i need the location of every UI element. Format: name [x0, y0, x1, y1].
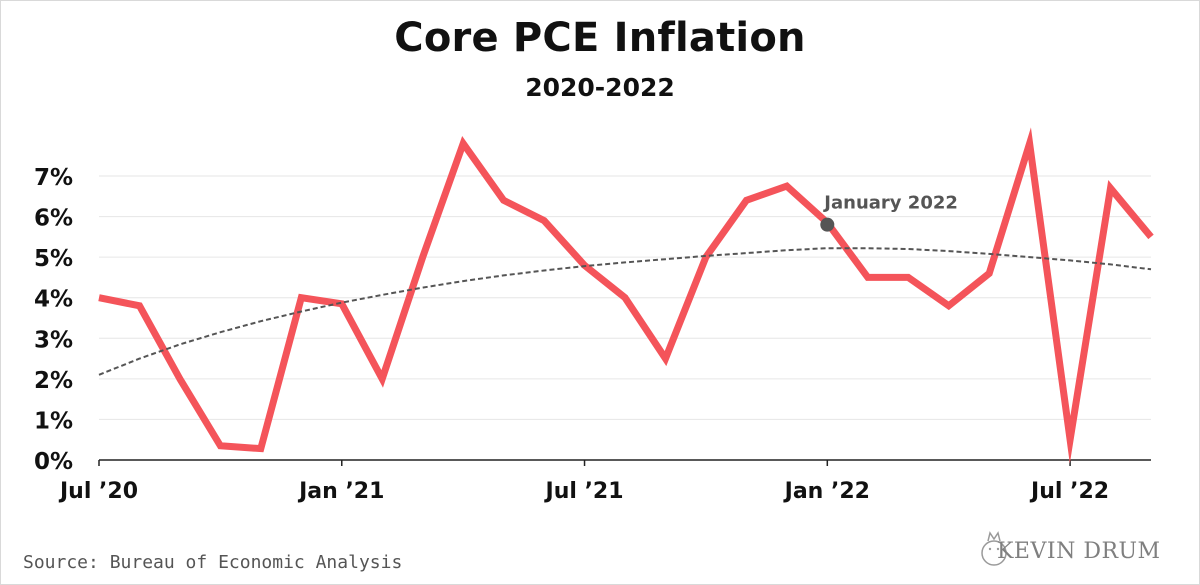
y-tick-label: 4% — [34, 287, 73, 313]
trendline — [98, 247, 1152, 376]
cat-logo-icon — [981, 531, 1007, 566]
x-tick-label: Jan ’21 — [297, 479, 384, 504]
x-tick-label: Jul ’22 — [1029, 479, 1109, 504]
x-tick-label: Jan ’22 — [783, 479, 870, 504]
chart-title: Core PCE Inflation — [394, 15, 806, 61]
y-tick-label: 6% — [34, 206, 73, 232]
brand-name: KEVIN DRUM — [997, 539, 1161, 564]
y-tick-label: 2% — [34, 368, 73, 394]
y-tick-label: 7% — [34, 165, 73, 191]
y-tick-label: 0% — [34, 449, 73, 475]
annotation-label: January 2022 — [822, 193, 958, 214]
x-tick-label: Jul ’21 — [544, 479, 624, 504]
y-tick-label: 1% — [34, 408, 73, 434]
y-tick-label: 3% — [34, 327, 73, 353]
brand-logo: KEVIN DRUM — [979, 527, 1169, 573]
annotation-marker — [820, 217, 835, 232]
x-tick-label: Jul ’20 — [58, 479, 138, 504]
chart-subtitle: 2020-2022 — [525, 73, 675, 102]
series-line — [98, 127, 1154, 464]
source-note: Source: Bureau of Economic Analysis — [23, 552, 403, 573]
y-tick-label: 5% — [34, 246, 73, 272]
